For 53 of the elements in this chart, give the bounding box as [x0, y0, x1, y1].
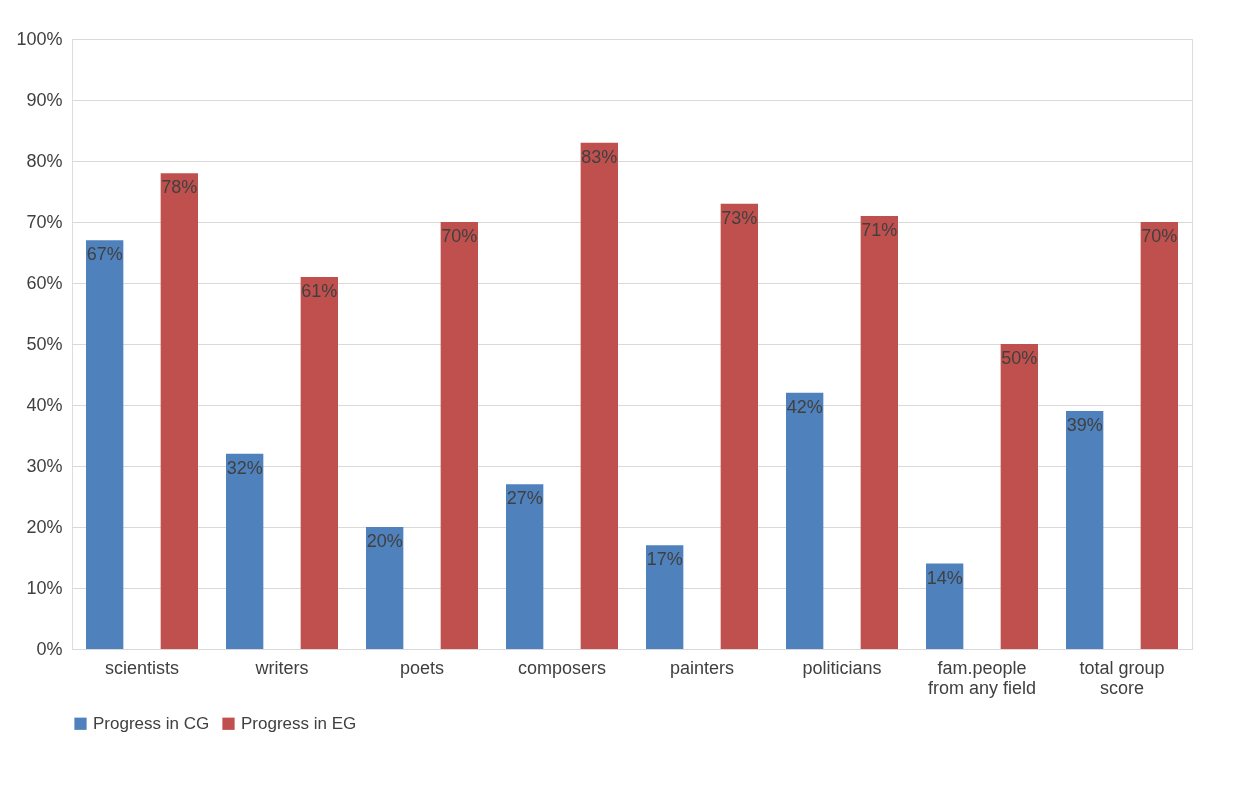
x-tick-label: poets — [399, 657, 445, 678]
data-label: 39% — [1066, 415, 1103, 436]
x-tick-label: total group score — [1079, 657, 1165, 698]
y-tick-label: 90% — [26, 89, 63, 110]
bar — [580, 142, 618, 649]
bar — [860, 215, 898, 649]
y-tick-label: 10% — [26, 577, 63, 598]
data-label: 14% — [926, 567, 963, 588]
data-label: 67% — [86, 244, 123, 265]
bar — [506, 484, 544, 649]
bar — [160, 173, 198, 649]
legend-label: Progress in EG — [241, 713, 357, 733]
y-tick-label: 100% — [16, 28, 63, 49]
bar — [646, 545, 684, 649]
x-tick-label: painters — [669, 657, 735, 678]
y-tick-label: 30% — [26, 455, 63, 476]
y-tick-label: 80% — [26, 150, 63, 171]
bar — [366, 527, 404, 649]
data-label: 78% — [161, 177, 198, 198]
data-label: 20% — [366, 531, 403, 551]
data-label: 70% — [441, 226, 478, 246]
bar — [440, 222, 478, 649]
bar — [1140, 222, 1178, 649]
x-tick-label: writers — [254, 657, 309, 678]
bar — [1066, 411, 1104, 649]
bar — [786, 392, 824, 649]
y-tick-label: 50% — [26, 333, 63, 354]
data-label: 32% — [226, 457, 263, 478]
data-label: 73% — [721, 207, 758, 228]
data-label: 71% — [861, 219, 898, 240]
data-label: 61% — [301, 280, 338, 301]
data-label: 50% — [1001, 348, 1038, 368]
bar — [926, 563, 964, 649]
x-tick-label: politicians — [802, 657, 882, 678]
x-tick-label: fam.people from any field — [927, 657, 1037, 698]
legend-label: Progress in CG — [93, 713, 210, 733]
data-label: 70% — [1141, 226, 1178, 246]
x-tick-label: scientists — [104, 657, 180, 678]
data-label: 42% — [786, 396, 823, 417]
x-tick-label: composers — [517, 657, 607, 678]
y-tick-label: 0% — [36, 638, 63, 659]
y-tick-label: 70% — [26, 211, 63, 232]
bar — [720, 203, 758, 649]
data-label: 27% — [506, 488, 543, 509]
bar — [86, 240, 124, 649]
bar — [1000, 344, 1038, 649]
bar — [300, 276, 338, 649]
data-label: 17% — [646, 549, 683, 570]
y-tick-label: 40% — [26, 394, 63, 415]
y-tick-label: 20% — [26, 516, 63, 537]
data-label: 83% — [581, 146, 618, 167]
bar — [226, 453, 264, 649]
y-tick-label: 60% — [26, 272, 63, 293]
